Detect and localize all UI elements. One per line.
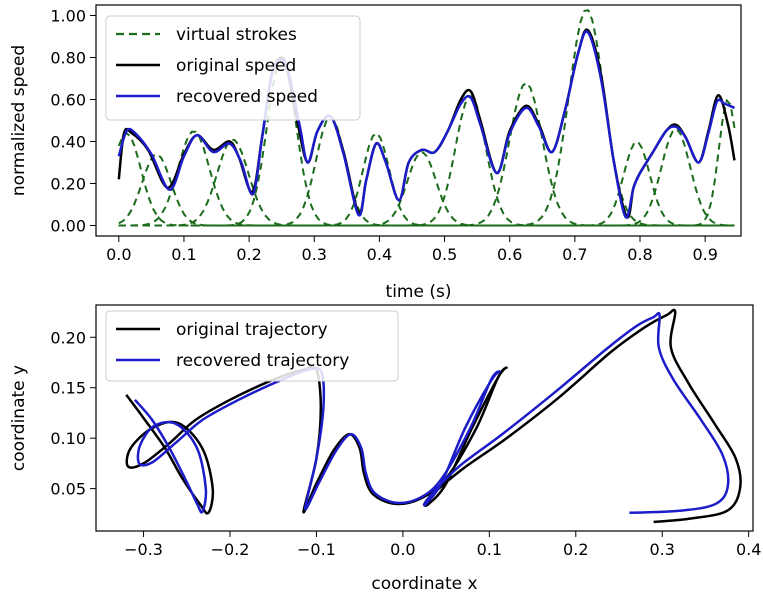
virtual-stroke-14 (118, 98, 736, 227)
speed-y-tick-label: 0.20 (50, 175, 86, 194)
virtual-stroke-8 (118, 151, 735, 227)
trajectory-x-tick-label: −0.1 (297, 540, 336, 559)
legend-label-virtual-strokes: virtual strokes (176, 25, 297, 45)
speed-x-tick-label: 0.2 (236, 245, 261, 264)
trajectory-y-tick-label: 0.20 (50, 328, 86, 347)
speed-plot-frame (95, 4, 742, 237)
trajectory-x-tick-label: 0.2 (563, 540, 588, 559)
trajectory-lines (125, 308, 742, 524)
trajectory-legend-box (105, 310, 399, 382)
speed-legend-box (105, 15, 361, 121)
speed-x-tick-label: 0.3 (302, 245, 327, 264)
trajectory-x-tick-label: 0.4 (736, 540, 761, 559)
speed-x-tick-label: 0.9 (692, 245, 717, 264)
speed-x-tick-label: 0.1 (171, 245, 196, 264)
speed-chart: 0.0 0.1 0.2 0.3 0.4 0.5 0.6 0.7 0.8 0.9 0.00 0.20 0.… (9, 4, 742, 302)
speed-x-tick-label: 0.7 (562, 245, 587, 264)
trajectory-x-tick-label: −0.2 (211, 540, 250, 559)
trajectory-legend: original trajectory recovered trajectory (105, 310, 399, 382)
speed-y-axis-label: normalized speed (9, 45, 29, 196)
virtual-stroke-12 (118, 140, 735, 227)
speed-y-tick-label: 0.00 (50, 217, 86, 236)
virtual-stroke-13 (118, 127, 735, 227)
trajectory-y-tick-label: 0.05 (50, 480, 86, 499)
trajectory-axes-ticks: −0.3 −0.2 −0.1 0.0 0.1 0.2 0.3 0.4 0.05 0.10 0.15 0… (50, 328, 761, 559)
trajectory-plot-frame (95, 304, 754, 532)
speed-y-tick-label: 0.80 (50, 49, 86, 68)
legend-label-original-speed: original speed (176, 56, 296, 76)
speed-lines (117, 28, 736, 219)
speed-x-tick-label: 0.0 (106, 245, 131, 264)
speed-x-axis-label: time (s) (386, 282, 452, 302)
trajectory-y-tick-label: 0.15 (50, 379, 86, 398)
trajectory-x-axis-label: coordinate x (371, 574, 477, 594)
recovered-trajectory-line (133, 311, 730, 515)
trajectory-x-tick-label: 0.1 (477, 540, 502, 559)
recovered-speed-line (117, 30, 736, 219)
trajectory-x-tick-label: 0.0 (390, 540, 415, 559)
speed-x-tick-label: 0.4 (367, 245, 392, 264)
speed-axes-ticks: 0.0 0.1 0.2 0.3 0.4 0.5 0.6 0.7 0.8 0.9 0.00 0.20 0.… (50, 7, 718, 265)
trajectory-y-axis-label: coordinate y (9, 365, 29, 471)
legend-label-recovered-trajectory: recovered trajectory (176, 351, 349, 371)
virtual-strokes-series (117, 9, 736, 227)
speed-legend: virtual strokes original speed recovered… (105, 15, 361, 121)
legend-label-original-trajectory: original trajectory (176, 320, 328, 340)
trajectory-x-tick-label: 0.3 (650, 540, 675, 559)
trajectory-y-tick-label: 0.10 (50, 429, 86, 448)
speed-y-tick-label: 0.60 (50, 91, 86, 110)
trajectory-chart: −0.3 −0.2 −0.1 0.0 0.1 0.2 0.3 0.4 0.05 0.10 0.15 0… (9, 304, 761, 594)
virtual-stroke-3 (118, 130, 735, 227)
speed-x-tick-label: 0.8 (627, 245, 652, 264)
virtual-stroke-4 (118, 138, 735, 227)
speed-x-tick-label: 0.6 (497, 245, 522, 264)
legend-label-recovered-speed: recovered speed (176, 87, 318, 107)
speed-y-tick-label: 0.40 (50, 133, 86, 152)
speed-y-tick-label: 1.00 (50, 7, 86, 26)
speed-x-tick-label: 0.5 (432, 245, 457, 264)
trajectory-x-tick-label: −0.3 (124, 540, 163, 559)
